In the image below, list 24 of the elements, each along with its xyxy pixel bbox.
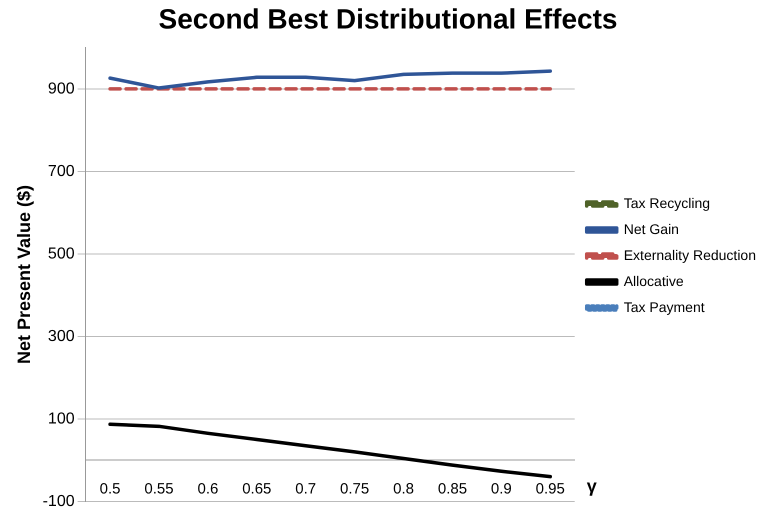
y-axis-title: Net Present Value ($) (14, 184, 34, 364)
chart-title: Second Best Distributional Effects (158, 4, 618, 35)
x-tick-label: 0.65 (242, 480, 272, 498)
x-tick-label: 0.9 (490, 480, 512, 498)
y-tick-label: 100 (48, 410, 75, 428)
y-tick-label: 900 (48, 80, 75, 98)
legend-label: Tax Recycling (624, 194, 710, 211)
x-tick-label: 0.5 (100, 480, 121, 498)
x-tick-label: 0.7 (295, 480, 316, 498)
x-axis-title: γ (586, 476, 597, 496)
y-tick-label: 300 (48, 328, 75, 345)
x-tick-label: 0.95 (536, 480, 565, 498)
legend-label: Externality Reduction (624, 246, 756, 263)
x-tick-label: 0.75 (340, 480, 370, 498)
x-tick-label: 0.85 (438, 480, 468, 498)
legend-label: Tax Payment (624, 298, 705, 315)
x-tick-label: 0.6 (197, 480, 218, 498)
x-tick-label: 0.55 (144, 480, 174, 498)
legend-label: Net Gain (624, 220, 679, 237)
y-tick-label: -100 (42, 492, 75, 510)
legend-label: Allocative (624, 272, 684, 289)
y-tick-label: 500 (48, 245, 75, 262)
x-tick-label: 0.8 (393, 480, 414, 498)
y-tick-label: 700 (48, 162, 75, 180)
